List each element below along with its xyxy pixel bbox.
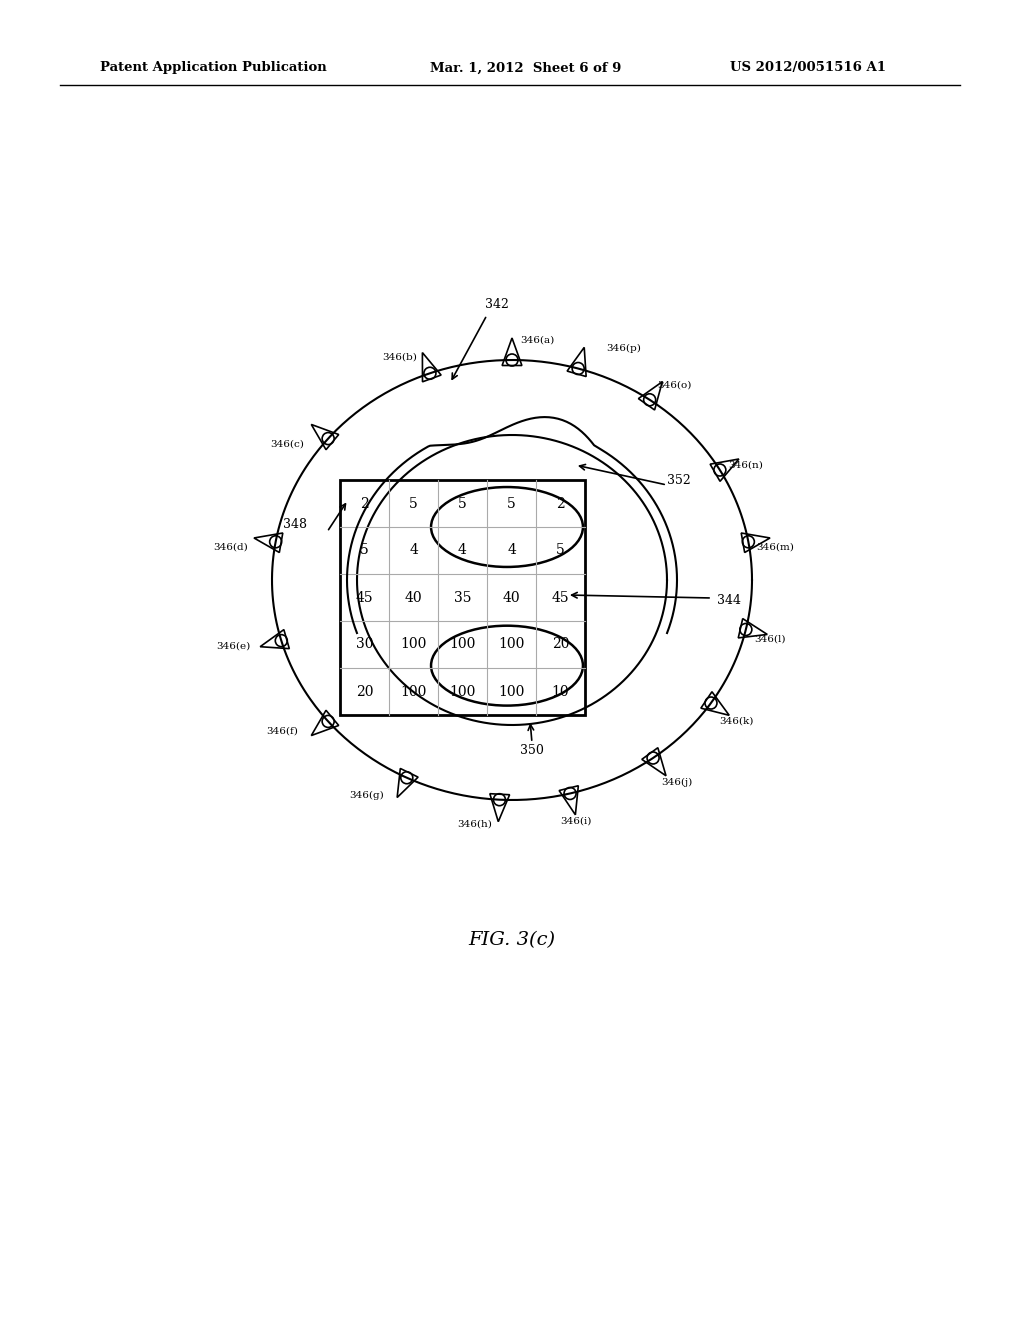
Text: 5: 5 bbox=[507, 496, 516, 511]
Bar bbox=[340, 480, 585, 715]
Text: 346(n): 346(n) bbox=[728, 461, 763, 470]
Text: 10: 10 bbox=[552, 685, 569, 698]
Text: 346(m): 346(m) bbox=[757, 543, 795, 552]
Text: 346(i): 346(i) bbox=[560, 817, 592, 826]
Text: 5: 5 bbox=[360, 544, 369, 557]
Text: 352: 352 bbox=[667, 474, 691, 487]
Text: 100: 100 bbox=[450, 638, 476, 652]
Text: 350: 350 bbox=[520, 743, 544, 756]
Text: 100: 100 bbox=[450, 685, 476, 698]
Text: 45: 45 bbox=[355, 590, 374, 605]
Text: 346(p): 346(p) bbox=[606, 345, 641, 352]
Text: 4: 4 bbox=[409, 544, 418, 557]
Text: 346(j): 346(j) bbox=[662, 777, 692, 787]
Text: 35: 35 bbox=[454, 590, 471, 605]
Text: 344: 344 bbox=[717, 594, 741, 606]
Text: Patent Application Publication: Patent Application Publication bbox=[100, 62, 327, 74]
Text: 20: 20 bbox=[552, 638, 569, 652]
Text: FIG. 3(c): FIG. 3(c) bbox=[468, 931, 556, 949]
Text: 346(b): 346(b) bbox=[382, 352, 417, 362]
Text: 20: 20 bbox=[355, 685, 374, 698]
Text: 40: 40 bbox=[503, 590, 520, 605]
Text: 2: 2 bbox=[556, 496, 565, 511]
Text: 348: 348 bbox=[283, 519, 307, 532]
Text: 346(h): 346(h) bbox=[458, 820, 493, 828]
Text: 346(k): 346(k) bbox=[719, 717, 754, 726]
Text: 100: 100 bbox=[400, 685, 427, 698]
Text: US 2012/0051516 A1: US 2012/0051516 A1 bbox=[730, 62, 886, 74]
Text: 100: 100 bbox=[499, 685, 524, 698]
Text: 30: 30 bbox=[355, 638, 374, 652]
Text: 45: 45 bbox=[552, 590, 569, 605]
Text: 346(e): 346(e) bbox=[216, 642, 251, 651]
Text: 40: 40 bbox=[404, 590, 422, 605]
Text: 346(a): 346(a) bbox=[520, 335, 554, 345]
Text: 2: 2 bbox=[360, 496, 369, 511]
Text: 346(d): 346(d) bbox=[214, 543, 249, 552]
Text: 346(g): 346(g) bbox=[349, 791, 384, 800]
Text: 5: 5 bbox=[556, 544, 565, 557]
Text: 100: 100 bbox=[400, 638, 427, 652]
Text: 100: 100 bbox=[499, 638, 524, 652]
Text: 346(c): 346(c) bbox=[270, 440, 304, 447]
Text: 4: 4 bbox=[458, 544, 467, 557]
Text: 5: 5 bbox=[458, 496, 467, 511]
Text: 5: 5 bbox=[410, 496, 418, 511]
Text: 4: 4 bbox=[507, 544, 516, 557]
Text: 346(l): 346(l) bbox=[754, 635, 785, 644]
Text: 346(o): 346(o) bbox=[657, 380, 692, 389]
Text: Mar. 1, 2012  Sheet 6 of 9: Mar. 1, 2012 Sheet 6 of 9 bbox=[430, 62, 622, 74]
Text: 346(f): 346(f) bbox=[266, 727, 298, 737]
Text: 342: 342 bbox=[485, 298, 509, 312]
